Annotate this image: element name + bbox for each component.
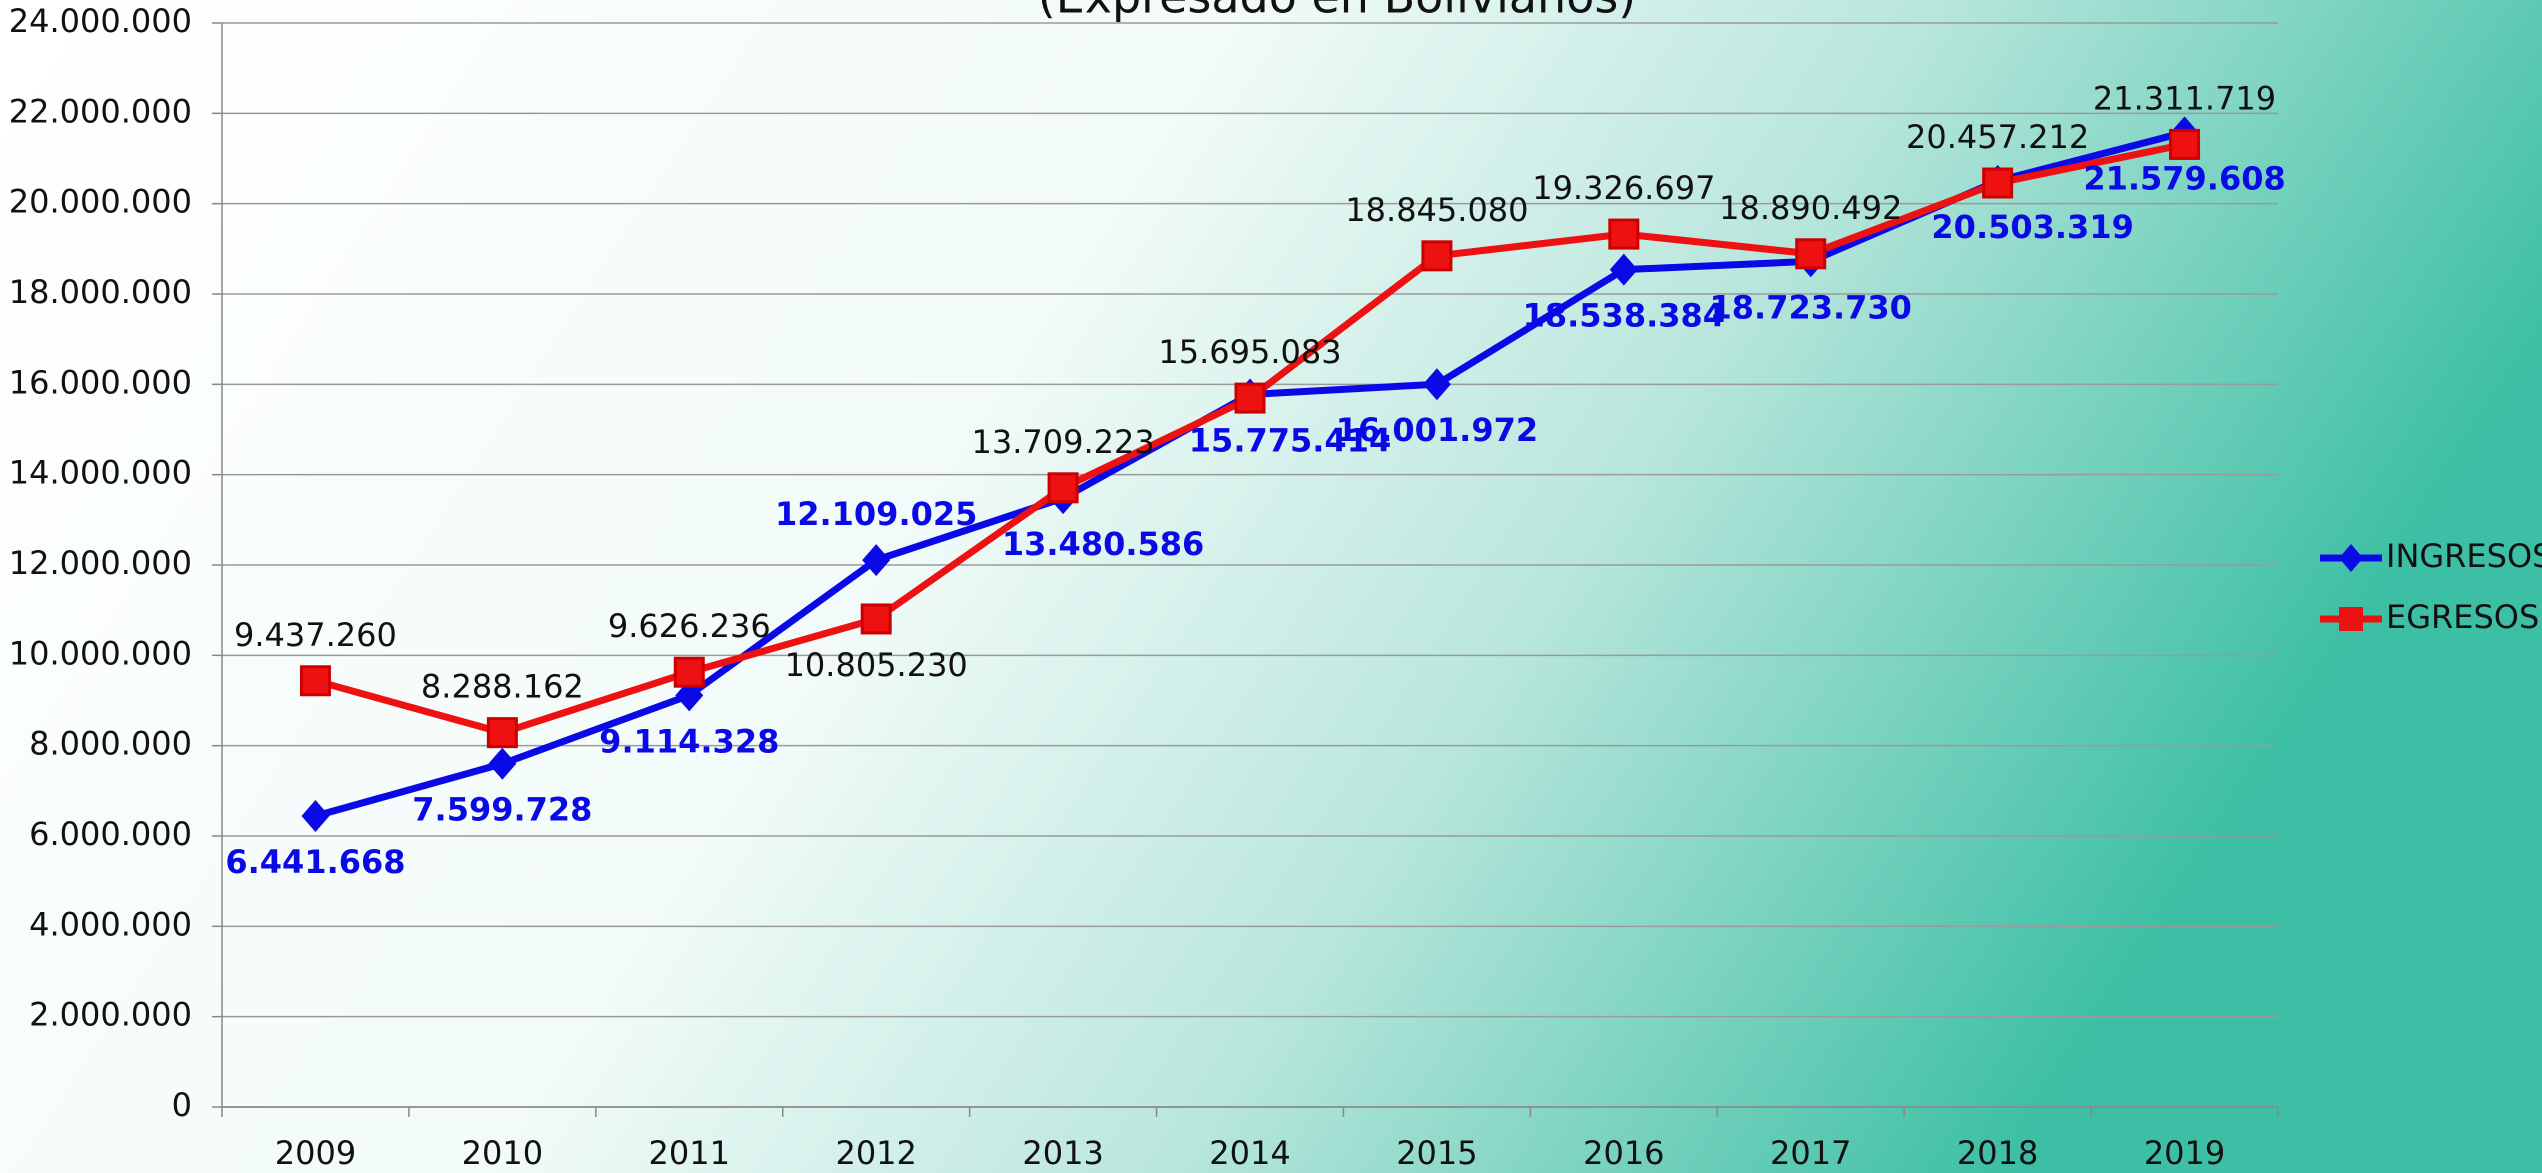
y-tick-label: 24.000.000 [9,2,192,40]
marker [1421,240,1453,272]
data-label: 18.538.384 [1523,297,1725,335]
legend-label: INGRESOS [2386,537,2542,575]
data-label: 21.579.608 [2083,159,2285,197]
marker [299,665,331,697]
data-label: 12.109.025 [775,495,977,533]
legend-marker [2339,544,2363,572]
marker [301,800,330,833]
marker [1608,218,1640,250]
x-tick-label: 2011 [649,1134,730,1172]
marker [488,747,517,780]
y-tick-label: 8.000.000 [29,725,192,763]
x-tick-label: 2015 [1396,1134,1477,1172]
x-tick-label: 2012 [835,1134,916,1172]
y-tick-label: 20.000.000 [9,183,192,221]
x-tick-label: 2013 [1022,1134,1103,1172]
data-label: 7.599.728 [412,791,592,829]
marker [860,603,892,635]
data-label: 8.288.162 [421,668,584,706]
data-label: 16.001.972 [1336,411,1538,449]
y-tick-label: 18.000.000 [9,273,192,311]
data-label: 6.441.668 [225,843,405,881]
y-tick-label: 14.000.000 [9,454,192,492]
data-label: 20.503.319 [1931,208,2133,246]
marker [1422,368,1451,401]
y-tick-label: 16.000.000 [9,363,192,401]
data-label: 10.805.230 [785,646,968,684]
y-tick-label: 12.000.000 [9,544,192,582]
y-tick-label: 2.000.000 [29,996,192,1034]
data-label: 9.626.236 [608,607,771,645]
y-tick-label: 22.000.000 [9,92,192,130]
marker [862,544,891,577]
legend-label: EGRESOS [2386,598,2539,636]
marker [673,656,705,688]
x-tick-label: 2010 [462,1134,543,1172]
marker [1609,253,1638,286]
marker [2169,128,2201,160]
data-label: 18.845.080 [1345,191,1528,229]
x-tick-label: 2009 [275,1134,356,1172]
data-label: 18.890.492 [1719,189,1902,227]
marker [1982,167,2014,199]
data-label: 13.480.586 [1002,525,1204,563]
marker [486,717,518,749]
x-tick-label: 2016 [1583,1134,1664,1172]
marker [1234,382,1266,414]
data-label: 9.437.260 [234,616,397,654]
data-label: 15.775.414 [1189,421,1391,459]
data-label: 18.723.730 [1710,288,1912,326]
legend-marker [2339,607,2363,631]
data-label: 15.695.083 [1158,333,1341,371]
data-label: 13.709.223 [971,423,1154,461]
data-label: 20.457.212 [1906,118,2089,156]
x-tick-label: 2019 [2144,1134,2225,1172]
x-tick-label: 2017 [1770,1134,1851,1172]
data-label: 19.326.697 [1532,169,1715,207]
x-tick-label: 2014 [1209,1134,1290,1172]
y-tick-label: 6.000.000 [29,815,192,853]
data-label: 9.114.328 [599,722,779,760]
y-tick-label: 0 [172,1086,192,1124]
y-tick-label: 4.000.000 [29,905,192,943]
marker [1047,472,1079,504]
marker [1795,238,1827,270]
chart-subtitle: (Expresado en Bolivianos) [1038,0,1637,24]
x-tick-label: 2018 [1957,1134,2038,1172]
y-tick-label: 10.000.000 [9,634,192,672]
data-label: 21.311.719 [2093,79,2276,117]
